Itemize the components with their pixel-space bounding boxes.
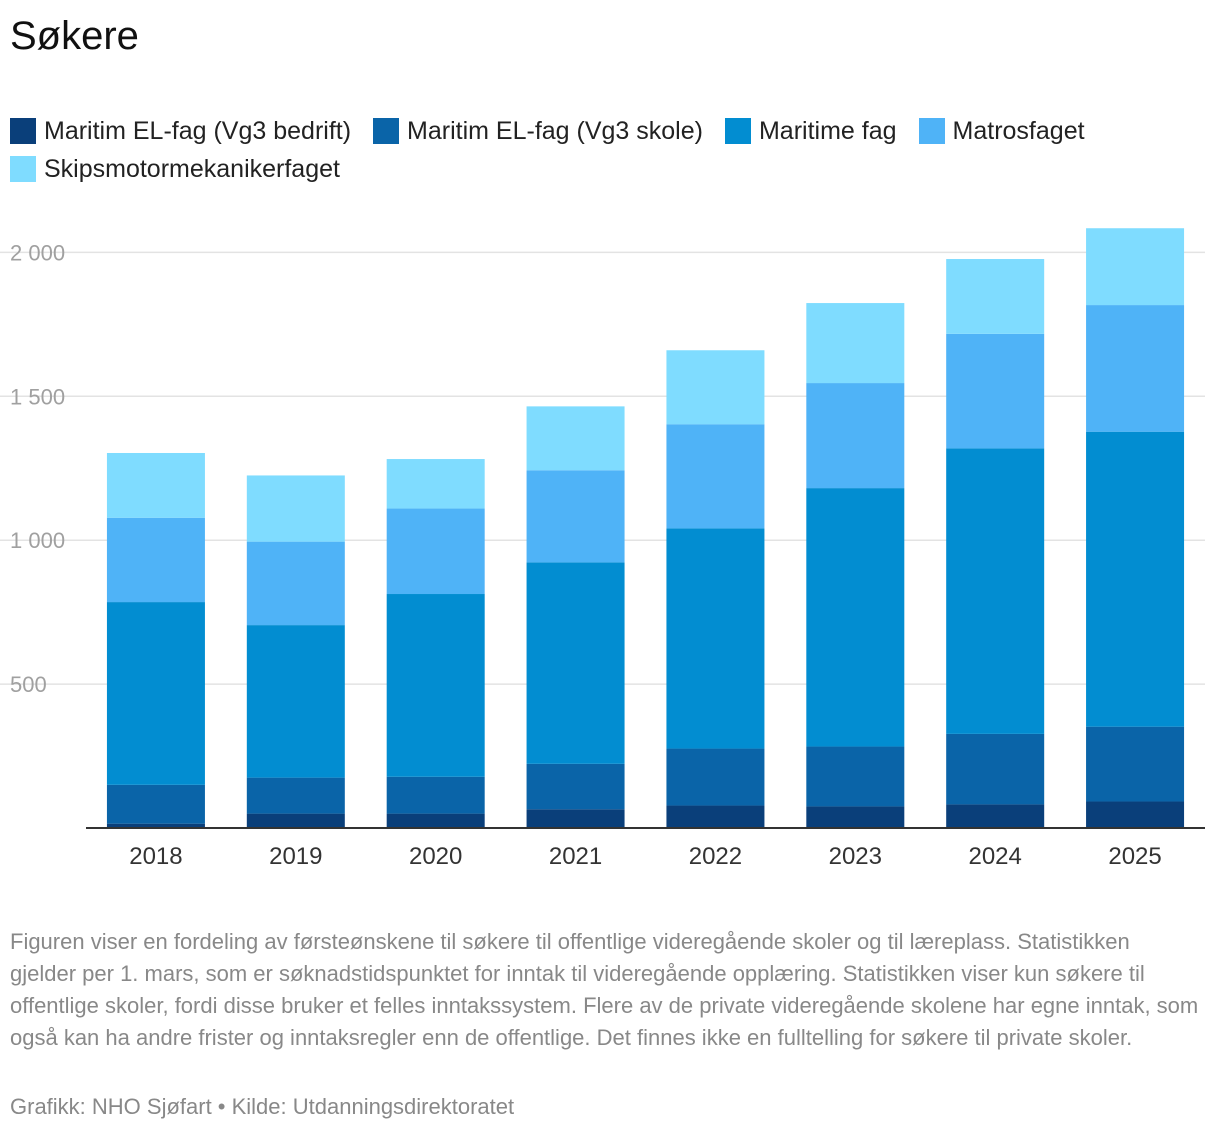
bar-segment[interactable]: [666, 350, 765, 425]
bar-segment[interactable]: [666, 528, 765, 749]
bar-segment[interactable]: [246, 777, 345, 814]
bar-segment[interactable]: [106, 517, 205, 603]
x-tick-label: 2025: [1108, 843, 1161, 870]
bar-segment[interactable]: [806, 746, 905, 807]
bar-segment[interactable]: [1086, 305, 1185, 432]
x-tick-label: 2024: [968, 843, 1021, 870]
bar-segment[interactable]: [806, 303, 905, 384]
bar-segment[interactable]: [946, 448, 1045, 734]
bar-segment[interactable]: [386, 776, 485, 814]
y-tick-label: 1 500: [10, 384, 65, 409]
bar-segment[interactable]: [386, 459, 485, 509]
bar-segment[interactable]: [106, 823, 205, 828]
legend-label: Maritime fag: [758, 116, 897, 145]
bar-segment[interactable]: [246, 541, 345, 626]
x-tick-label: 2018: [129, 843, 182, 870]
legend-item[interactable]: Maritim EL-fag (Vg3 bedrift): [10, 112, 351, 150]
legend-item[interactable]: Maritime fag: [724, 112, 897, 150]
y-tick-label: 1 000: [10, 528, 65, 553]
bar-segment[interactable]: [106, 452, 205, 518]
bar-segment[interactable]: [666, 748, 765, 806]
bar-segment[interactable]: [526, 470, 625, 563]
y-tick-label: 2 000: [10, 240, 65, 265]
bar-segment[interactable]: [246, 475, 345, 542]
legend-item[interactable]: Matrosfaget: [918, 112, 1085, 150]
bar-segment[interactable]: [1086, 228, 1185, 306]
bar-segment[interactable]: [806, 383, 905, 489]
bar-segment[interactable]: [106, 602, 205, 785]
x-tick-label: 2022: [689, 843, 742, 870]
bar-segment[interactable]: [1086, 726, 1185, 802]
legend-item[interactable]: Maritim EL-fag (Vg3 skole): [373, 112, 703, 150]
legend-item[interactable]: Skipsmotormekanikerfaget: [10, 150, 340, 188]
legend-label: Maritim EL-fag (Vg3 bedrift): [44, 116, 352, 145]
legend-swatch: [10, 156, 36, 182]
legend: Maritim EL-fag (Vg3 bedrift) Maritim EL-f…: [10, 112, 1200, 188]
legend-swatch: [10, 118, 36, 144]
bar-segment[interactable]: [106, 784, 205, 824]
bar-segment[interactable]: [526, 763, 625, 810]
bar-segment[interactable]: [246, 625, 345, 778]
bar-segment[interactable]: [666, 805, 765, 828]
x-tick-label: 2023: [829, 843, 882, 870]
bar-segment[interactable]: [666, 424, 765, 529]
legend-label: Maritim EL-fag (Vg3 skole): [407, 116, 703, 145]
bar-segment[interactable]: [946, 333, 1045, 449]
bar-segment[interactable]: [386, 813, 485, 828]
legend-label: Skipsmotormekanikerfaget: [44, 154, 340, 183]
legend-swatch: [724, 118, 751, 144]
bar-segment[interactable]: [806, 488, 905, 747]
legend-swatch: [373, 118, 400, 144]
x-tick-label: 2021: [549, 843, 602, 870]
bar-segment[interactable]: [386, 508, 485, 595]
x-tick-label: 2019: [269, 843, 322, 870]
bar-segment[interactable]: [806, 806, 905, 828]
stacked-bar-chart: 500 1 000 1 500 2 000 2018 2019 2020 2021 2022 20…: [0, 228, 1205, 870]
bar-segment[interactable]: [386, 594, 485, 777]
chart-title: Søkere: [10, 14, 139, 58]
y-tick-label: 500: [10, 672, 47, 697]
bar-segment[interactable]: [946, 804, 1045, 828]
bar-segment[interactable]: [1086, 801, 1185, 828]
bar-segment[interactable]: [946, 733, 1045, 805]
chart-credit: Grafikk: NHO Sjøfart • Kilde: Utdannings…: [10, 1094, 515, 1119]
bar-segment[interactable]: [526, 809, 625, 828]
bar-segment[interactable]: [526, 406, 625, 471]
bar-segment[interactable]: [526, 562, 625, 764]
chart-footnote: Figuren viser en fordeling av førsteønsk…: [10, 929, 1199, 1050]
legend-label: Matrosfaget: [952, 116, 1085, 145]
x-tick-label: 2020: [409, 843, 462, 870]
bar-segment[interactable]: [1086, 431, 1185, 727]
legend-swatch: [918, 118, 945, 144]
bar-segment[interactable]: [946, 259, 1045, 334]
bar-segment[interactable]: [246, 813, 345, 828]
